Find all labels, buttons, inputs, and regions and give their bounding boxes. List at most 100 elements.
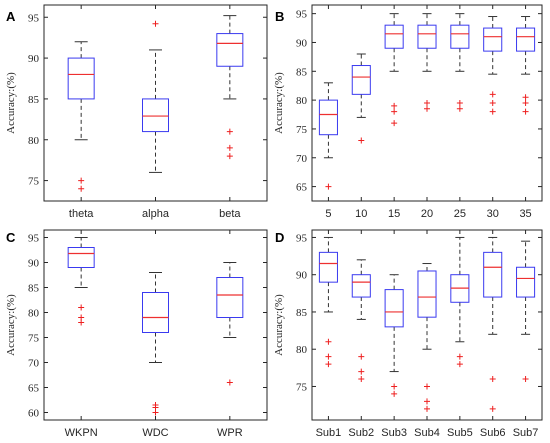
outlier-marker (358, 368, 365, 375)
outlier-marker (456, 353, 463, 360)
y-tick-label: 65 (28, 383, 40, 395)
outlier-marker (489, 405, 496, 412)
iqr-box (483, 27, 503, 52)
iqr-box (318, 99, 338, 136)
y-axis-label: Accuracy:(%) (5, 294, 17, 356)
outlier-marker (325, 353, 332, 360)
iqr-box (142, 98, 169, 133)
y-tick-label: 85 (296, 307, 308, 319)
outlier-marker (226, 153, 233, 160)
x-category-label: 10 (355, 208, 367, 220)
outlier-marker (424, 105, 430, 112)
box-d-5 (483, 236, 503, 412)
outlier-marker (424, 398, 430, 405)
y-axis-label: Accuracy:(%) (273, 294, 285, 356)
x-category-label: WPR (217, 427, 243, 439)
box-c-1 (142, 272, 169, 416)
outlier-marker (424, 383, 430, 390)
outlier-marker (78, 177, 85, 184)
iqr-box (142, 292, 169, 333)
outlier-marker (391, 102, 398, 109)
panel-d: D Accuracy:(%) 75 80 85 90 95 Sub1 Sub2 Sub3 Sub4 S… (273, 229, 543, 439)
box-b-3 (417, 13, 437, 112)
outlier-marker (522, 100, 529, 106)
box-c-0 (67, 237, 95, 326)
y-tick-label: 80 (28, 308, 40, 320)
y-tick-label: 75 (28, 176, 40, 188)
x-category-label: 20 (421, 208, 433, 220)
iqr-box (351, 274, 371, 298)
outlier-marker (226, 144, 233, 151)
outlier-marker (226, 128, 233, 135)
box-d-1 (351, 259, 371, 383)
iqr-box (516, 266, 536, 298)
x-category-label: Sub6 (480, 427, 506, 439)
x-category-label: 15 (388, 208, 400, 220)
y-tick-label: 70 (296, 153, 308, 165)
y-tick-label: 95 (296, 232, 308, 244)
outlier-marker (489, 100, 496, 106)
iqr-box (483, 251, 503, 298)
x-category-label: WKPN (65, 427, 98, 439)
y-tick-label: 95 (28, 12, 40, 24)
outlier-marker (391, 383, 398, 390)
outlier-marker (522, 94, 529, 101)
plot-frame (43, 4, 268, 202)
x-category-label: Sub2 (348, 427, 374, 439)
box-d-4 (450, 236, 470, 368)
outlier-marker (152, 402, 159, 408)
outlier-marker (391, 108, 398, 115)
box-b-0 (318, 82, 338, 190)
y-tick-label: 75 (296, 381, 308, 393)
box-d-2 (384, 274, 404, 397)
x-category-label: 5 (325, 208, 331, 220)
y-tick-label: 90 (28, 258, 40, 270)
box-b-2 (384, 13, 404, 127)
x-category-label: 30 (487, 208, 499, 220)
x-category-label: WDC (142, 427, 168, 439)
y-tick-label: 85 (28, 283, 40, 295)
outlier-marker (78, 304, 85, 311)
y-tick-label: 85 (28, 94, 40, 106)
y-tick-label: 75 (28, 333, 40, 345)
box-a-1 (142, 20, 169, 173)
iqr-box (417, 24, 437, 49)
y-tick-label: 90 (28, 53, 40, 65)
plot-frame (43, 229, 268, 421)
outlier-marker (456, 361, 463, 368)
y-axis-label: Accuracy:(%) (273, 72, 285, 134)
box-b-1 (351, 53, 371, 144)
outlier-marker (522, 108, 529, 115)
box-b-6 (516, 16, 536, 115)
box-d-3 (417, 263, 437, 412)
y-tick-label: 90 (296, 270, 308, 282)
x-category-label: theta (69, 208, 94, 220)
y-tick-label: 85 (296, 66, 308, 78)
x-category-label: 25 (454, 208, 466, 220)
outlier-marker (325, 361, 332, 368)
y-tick-label: 95 (296, 9, 308, 21)
y-tick-label: 95 (28, 233, 40, 245)
iqr-box (318, 251, 338, 283)
outlier-marker (522, 376, 529, 383)
x-category-label: alpha (142, 208, 170, 220)
panel-letter: C (6, 230, 16, 245)
x-category-label: Sub3 (381, 427, 407, 439)
box-a-2 (216, 15, 244, 160)
outlier-marker (424, 100, 430, 106)
y-axis-label: Accuracy:(%) (5, 72, 17, 134)
panel-letter: A (6, 9, 16, 24)
y-tick-label: 90 (296, 37, 308, 49)
outlier-marker (391, 390, 398, 397)
iqr-box (450, 24, 470, 49)
outlier-marker (391, 120, 398, 127)
box-b-5 (483, 16, 503, 115)
y-tick-label: 60 (28, 408, 40, 420)
panel-a: A Accuracy:(%) 75 80 85 90 95 theta alpha beta (5, 4, 268, 220)
y-tick-label: 75 (296, 124, 308, 136)
x-category-label: Sub7 (513, 427, 539, 439)
y-tick-label: 80 (296, 344, 308, 356)
outlier-marker (226, 379, 233, 386)
outlier-marker (489, 91, 496, 98)
